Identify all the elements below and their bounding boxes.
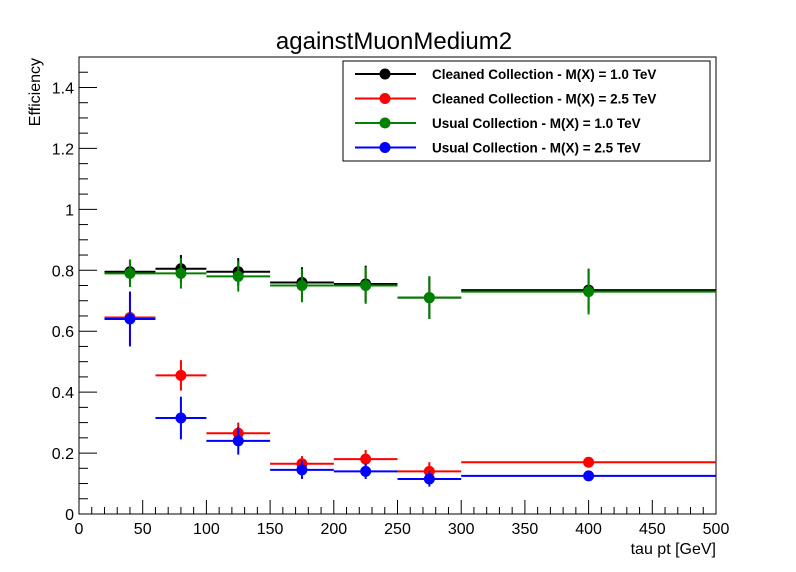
x-tick-label: 50 xyxy=(134,521,152,538)
x-tick-label: 250 xyxy=(384,521,411,538)
series-2-point xyxy=(175,267,187,279)
y-tick-label: 1.2 xyxy=(52,141,74,158)
legend-entry-label: Cleaned Collection - M(X) = 1.0 TeV xyxy=(432,67,656,82)
series-3-point xyxy=(360,465,372,477)
y-tick-label: 1.4 xyxy=(52,80,74,97)
legend-entry-label: Usual Collection - M(X) = 1.0 TeV xyxy=(432,116,641,131)
series-1-point xyxy=(175,369,187,381)
legend-marker xyxy=(379,142,391,153)
x-tick-label: 200 xyxy=(320,521,347,538)
series-1-point xyxy=(583,456,595,468)
series-2-point xyxy=(423,292,435,304)
series-2-point xyxy=(583,286,595,298)
x-tick-label: 100 xyxy=(193,521,220,538)
series-3-point xyxy=(583,470,595,482)
x-tick-label: 300 xyxy=(448,521,475,538)
legend-marker xyxy=(379,93,391,104)
x-tick-label: 400 xyxy=(575,521,602,538)
series-2-point xyxy=(360,280,372,291)
y-tick-label: 0 xyxy=(65,507,74,524)
series-2-point xyxy=(124,267,136,279)
y-tick-label: 0.6 xyxy=(52,324,74,341)
x-tick-label: 150 xyxy=(257,521,284,538)
series-3-point xyxy=(296,464,308,476)
x-tick-label: 450 xyxy=(639,521,666,538)
series-2-point xyxy=(296,280,308,291)
series-3-point xyxy=(232,435,244,447)
legend: Cleaned Collection - M(X) = 1.0 TeV Clean… xyxy=(342,60,711,162)
y-axis-label: Efficiency xyxy=(27,58,44,126)
legend-marker xyxy=(379,68,391,80)
y-tick-label: 0.4 xyxy=(52,385,74,402)
series-1-point xyxy=(360,453,372,465)
y-tick-label: 1 xyxy=(65,202,74,219)
x-axis-label: tau pt [GeV] xyxy=(631,541,716,558)
x-tick-label: 500 xyxy=(703,521,730,538)
legend-box xyxy=(342,60,711,162)
chart-title: againstMuonMedium2 xyxy=(276,28,512,55)
plot-area: 0 50 100 150 200 250 300 350 400 450 500 0 0.2 0.4 0.6… xyxy=(52,56,730,538)
legend-entry-label: Cleaned Collection - M(X) = 2.5 TeV xyxy=(432,92,656,107)
y-tick-label: 0.8 xyxy=(52,263,74,280)
x-tick-label: 350 xyxy=(512,521,539,538)
legend-entry-label: Usual Collection - M(X) = 2.5 TeV xyxy=(432,141,641,156)
series-3-point xyxy=(175,412,187,424)
y-tick-label: 0.2 xyxy=(52,446,74,463)
x-tick-label: 0 xyxy=(75,521,84,538)
series-3-point xyxy=(124,313,136,325)
series-3-point xyxy=(423,473,435,485)
legend-marker xyxy=(379,117,391,129)
series-2-point xyxy=(232,270,244,282)
